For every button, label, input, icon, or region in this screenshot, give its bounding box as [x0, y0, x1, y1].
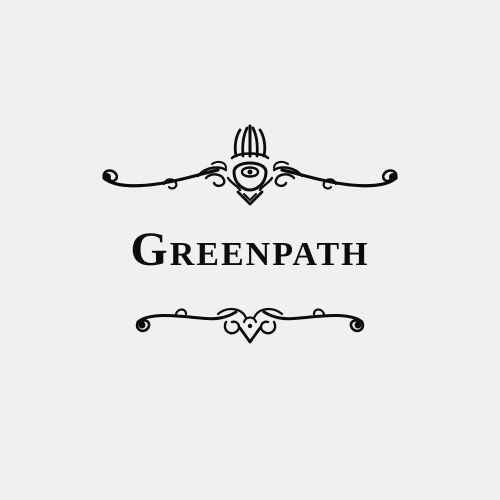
scroll-flourish-icon [135, 308, 365, 344]
crest-flourish-icon [102, 124, 398, 206]
area-name-title: Greenpath [130, 223, 370, 276]
